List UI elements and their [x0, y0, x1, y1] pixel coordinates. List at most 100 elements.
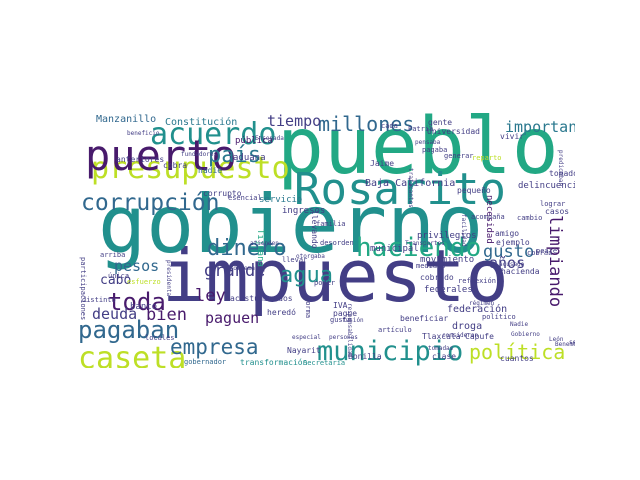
word-esfuerzo: esfuerzo	[127, 278, 161, 286]
word-nayarit: Nayarit	[287, 346, 321, 355]
word-tiempo: tiempo	[267, 112, 322, 130]
word-cobra: cobra	[163, 161, 188, 170]
word-fundadores: fundadores	[181, 151, 218, 158]
word-impuesto: impuesto	[162, 234, 509, 318]
word-gente: gente	[428, 118, 453, 127]
word-iva: IVA	[333, 301, 348, 310]
word-problema: problema	[226, 265, 255, 272]
word-cabo: cabo	[100, 273, 132, 288]
word-politico: político	[482, 313, 516, 321]
word-mediano: mediano	[416, 262, 446, 270]
word-limpiando: limpiando	[545, 215, 565, 308]
word-regimen: régimen	[469, 300, 495, 307]
word-transportes: Transportes	[405, 240, 445, 247]
word-benemerita: Benemérita	[555, 341, 575, 348]
word-pensaba: pensaba	[415, 139, 441, 146]
word-empresa: empresa	[170, 335, 259, 359]
word-federales: federales	[424, 285, 473, 295]
word-ensenada: Ensenada	[255, 135, 284, 142]
word-casos: casos	[545, 207, 570, 216]
word-nadie: nadie	[198, 166, 223, 175]
word-rosarito: Rosarito	[294, 164, 506, 215]
word-aduana: aduana	[233, 153, 266, 163]
word-acusado: acusado	[499, 261, 525, 268]
word-clase: clase	[432, 352, 457, 361]
word-amigo: amigo	[495, 229, 520, 238]
word-locales: locales	[145, 334, 175, 342]
word-municipal: municipal	[370, 244, 419, 254]
word-peaje: peaje	[536, 247, 558, 255]
word-pais: país	[208, 143, 261, 168]
word-poder: poder	[314, 279, 336, 287]
word-pequeno: pequeño	[457, 186, 491, 195]
word-forma: forma	[304, 297, 312, 319]
word-pesos: pesos	[114, 257, 160, 275]
word-cambio: cambio	[517, 214, 543, 222]
word-publica: pública	[235, 136, 273, 146]
word-droga: droga	[452, 321, 483, 332]
word-secretaria: Secretaría	[303, 359, 346, 367]
word-pague: pague	[333, 309, 358, 318]
word-deuda: deuda	[92, 305, 138, 323]
word-delincuencia: delincuencia	[518, 181, 575, 191]
word-unica: única	[108, 272, 130, 280]
word-universidad: Universidad	[427, 127, 480, 136]
word-haciendo: haciendo	[356, 233, 482, 263]
word-dinero: dinero	[207, 236, 287, 261]
word-generar: generar	[444, 152, 474, 160]
word-predicaban: predicaban	[557, 150, 564, 187]
word-bonilla: Bonilla	[348, 352, 382, 361]
word-importante: importante	[505, 118, 575, 136]
word-grande: grande	[204, 261, 266, 281]
word-tomado: tomado	[549, 169, 575, 178]
word-ejemplo: ejemplo	[496, 238, 530, 247]
word-reparto: reparto	[472, 154, 502, 162]
word-nadie: Nadie	[510, 321, 529, 328]
word-baja-california: Baja California	[365, 178, 456, 189]
word-tijuana: Tijuana	[255, 229, 265, 267]
word-facilidad: facilidad	[460, 214, 467, 247]
word-leon: León	[549, 336, 564, 343]
word-hacienda: hacienda	[501, 267, 540, 276]
word-agua: agua	[280, 263, 333, 288]
word-articulo: artículo	[378, 326, 412, 334]
word-acostumbrados: acostumbrados	[230, 294, 293, 303]
word-gusta: gusta	[330, 316, 352, 324]
word-millones: millones	[318, 112, 415, 136]
word-otorgaba: otorgaba	[296, 253, 325, 260]
word-manzanillo: Manzanillo	[96, 114, 157, 125]
word-movimiento: movimiento	[420, 255, 475, 265]
word-jaime: Jaime	[370, 159, 395, 168]
word-llevar: llevar	[282, 256, 308, 264]
word-cobran: cobran	[527, 249, 553, 257]
word-participaciones: participaciones	[79, 257, 87, 321]
word-puerto: puerto	[85, 131, 237, 180]
word-traficantes: traficantes	[407, 168, 414, 208]
word-bien: bien	[146, 305, 187, 325]
word-corrupto: corrupto	[203, 189, 242, 198]
word-federacion: federación	[447, 304, 508, 315]
word-reflexion: reflexión	[458, 277, 496, 285]
word-personas: personas	[329, 334, 358, 341]
word-seguir: seguir	[569, 339, 575, 346]
word-especial: especial	[292, 334, 321, 341]
word-cada: cada	[381, 122, 398, 130]
word-banco: banco	[130, 302, 158, 312]
word-transformacion: transformación	[240, 358, 308, 367]
word-gobierno: Gobierno	[511, 331, 540, 338]
word-pueblo: pueblo	[277, 110, 559, 192]
word-tomadas: tomadas	[428, 345, 454, 352]
word-heredo: heredó	[267, 308, 296, 317]
word-responsabilidad: responsabilidad	[346, 303, 353, 358]
word-cuantos: cuantos	[500, 354, 534, 363]
word-acompana: acompaña	[471, 213, 505, 221]
word-ley: ley	[195, 286, 226, 306]
word-desorden: desorden	[320, 239, 354, 247]
word-fusion: fusión	[342, 317, 364, 324]
word-presidenta: presidenta	[165, 260, 172, 297]
word-anos: años	[489, 254, 526, 272]
word-politica: política	[469, 340, 566, 364]
word-constitucion: Constitución	[165, 117, 238, 128]
word-atienden: atienden	[250, 240, 279, 247]
word-gobierno: gobierno	[98, 178, 484, 271]
